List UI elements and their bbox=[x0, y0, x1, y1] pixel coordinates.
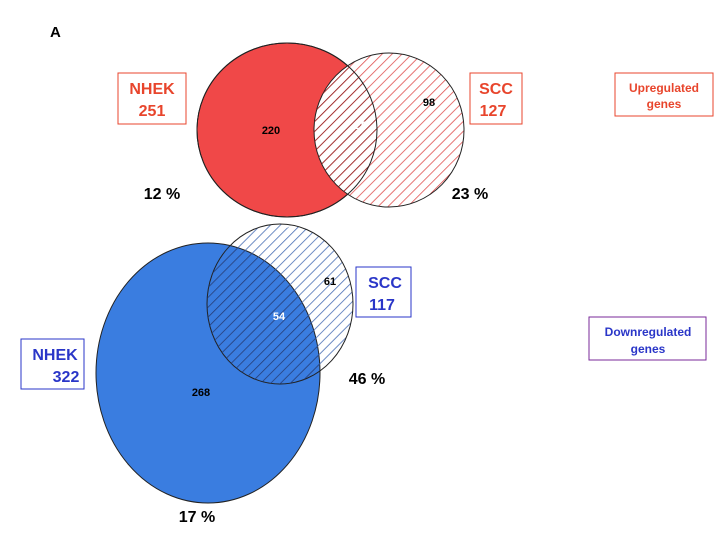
cross-overlap-value: 2 bbox=[286, 224, 292, 236]
up-nhek-total: 251 bbox=[139, 103, 166, 120]
down-scc-total: 117 bbox=[369, 297, 395, 314]
downregulated-legend: Downregulated genes bbox=[588, 316, 707, 361]
down-legend-line2: genes bbox=[631, 342, 666, 356]
down-legend-line1: Downregulated bbox=[605, 325, 692, 339]
up-scc-name: SCC bbox=[479, 81, 513, 98]
up-legend-line1: Upregulated bbox=[629, 81, 699, 95]
up-nhek-name: NHEK bbox=[129, 81, 175, 98]
down-scc-percent: 46 % bbox=[349, 371, 385, 388]
panel-label: A bbox=[50, 24, 61, 41]
down-nhek-total: 322 bbox=[53, 369, 80, 386]
down-nhek-label-box: NHEK 322 bbox=[20, 338, 85, 390]
down-nhek-name: NHEK bbox=[32, 347, 78, 364]
down-overlap-value: 54 bbox=[273, 311, 286, 323]
up-legend-line2: genes bbox=[647, 97, 682, 111]
upregulated-legend: Upregulated genes bbox=[614, 72, 714, 117]
up-overlap-value: 29 bbox=[355, 120, 367, 132]
up-nhek-label-box: NHEK 251 bbox=[117, 72, 187, 125]
up-scc-percent: 23 % bbox=[452, 186, 488, 203]
down-nhek-only-value: 268 bbox=[192, 387, 210, 399]
up-nhek-only-value: 220 bbox=[262, 125, 280, 137]
down-scc-label-box: SCC 117 bbox=[355, 266, 412, 318]
up-scc-total: 127 bbox=[480, 103, 507, 120]
down-scc-only-value: 61 bbox=[324, 276, 336, 288]
up-overlap-region bbox=[314, 53, 377, 207]
up-nhek-percent: 12 % bbox=[144, 186, 180, 203]
upregulated-venn bbox=[196, 42, 465, 218]
up-nhek-outline bbox=[196, 42, 378, 218]
down-nhek-percent: 17 % bbox=[179, 509, 215, 526]
down-scc-name: SCC bbox=[368, 275, 402, 292]
up-scc-label-box: SCC 127 bbox=[469, 72, 523, 125]
downregulated-venn bbox=[95, 223, 354, 504]
up-scc-only-value: 98 bbox=[423, 97, 435, 109]
